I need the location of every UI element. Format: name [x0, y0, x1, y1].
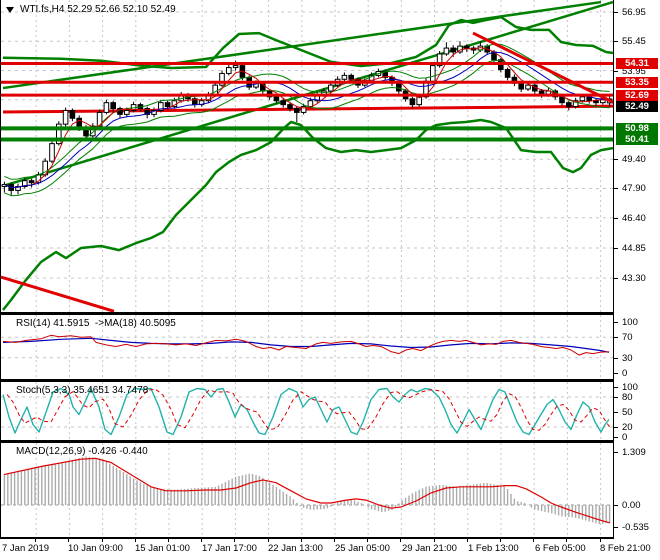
- macd-canvas: [1, 443, 614, 537]
- chart-title: WTI.fs,H4 52.29 52.66 52.10 52.49: [20, 4, 176, 15]
- stoch-axis-label: 20: [622, 422, 633, 433]
- rsi-axis-label: 70: [622, 332, 633, 344]
- time-tick: [35, 539, 37, 542]
- price-label: 44.85: [622, 242, 646, 254]
- time-tick: [400, 539, 402, 542]
- time-label: 22 Jan 13:00: [268, 543, 323, 554]
- time-tick: [101, 539, 103, 542]
- macd-axis-label: -0.535: [622, 521, 649, 533]
- axis-tick: [614, 373, 618, 374]
- rsi-axis-label: 0: [622, 368, 628, 379]
- time-label: 6 Feb 05:00: [535, 543, 586, 554]
- macd-axis-label: 1.309: [622, 446, 646, 458]
- price-label: 49.40: [622, 154, 646, 166]
- time-label: 25 Jan 05:00: [335, 543, 390, 554]
- axis-tick: [614, 188, 618, 190]
- stochastic-panel[interactable]: [0, 382, 614, 440]
- time-label: 8 Feb 21:00: [600, 543, 651, 554]
- time-tick: [334, 539, 335, 542]
- time-tick: [566, 539, 568, 542]
- time-tick: [267, 539, 269, 542]
- price-level-badge: 52.69: [616, 89, 658, 101]
- axis-tick: [614, 12, 618, 13]
- price-level-badge: 54.31: [616, 57, 658, 69]
- axis-tick: [614, 526, 618, 528]
- rsi-panel[interactable]: [0, 315, 614, 379]
- stoch-header: Stoch(5,3,3) 35.4651 34.7478: [16, 385, 149, 396]
- axis-tick: [614, 217, 618, 219]
- price-label: 53.95: [622, 65, 646, 77]
- macd-panel[interactable]: [0, 443, 614, 537]
- axis-tick: [614, 451, 618, 453]
- price-axis[interactable]: 56.95 55.45 53.95 49.40 47.90 46.40 44.85 43.30…: [613, 0, 660, 539]
- macd-axis-label: 0.00: [622, 500, 641, 511]
- panel-separator[interactable]: [0, 440, 660, 443]
- time-axis[interactable]: 7 Jan 2019 10 Jan 09:00 15 Jan 01:00 17 Jan…: [0, 539, 660, 560]
- time-label: 10 Jan 09:00: [68, 543, 123, 554]
- axis-tick: [614, 70, 618, 72]
- time-tick: [433, 539, 435, 542]
- time-label: 29 Jan 21:00: [402, 543, 457, 554]
- macd-header: MACD(12,26,9) -0.426 -0.440: [16, 446, 148, 457]
- axis-tick: [614, 387, 618, 388]
- time-tick: [500, 539, 501, 542]
- price-level-badge: 53.35: [616, 76, 658, 88]
- axis-tick: [614, 397, 618, 398]
- chart-title-row: WTI.fs,H4 52.29 52.66 52.10 52.49: [6, 4, 176, 15]
- axis-tick: [614, 437, 618, 438]
- time-tick: [599, 539, 601, 542]
- axis-tick: [614, 337, 618, 339]
- axis-tick: [614, 41, 618, 43]
- price-label: 46.40: [622, 212, 646, 224]
- time-tick: [300, 539, 302, 542]
- time-tick: [201, 539, 203, 542]
- price-label: 47.90: [622, 183, 646, 195]
- stoch-axis-label: 80: [622, 392, 633, 403]
- time-tick: [367, 539, 369, 542]
- time-tick: [168, 539, 169, 542]
- rsi-canvas: [1, 315, 614, 379]
- time-label: 1 Feb 13:00: [468, 543, 519, 554]
- time-tick: [533, 539, 535, 542]
- time-tick: [68, 539, 70, 542]
- axis-tick: [614, 322, 618, 323]
- axis-tick: [614, 247, 618, 249]
- time-label: 17 Jan 17:00: [202, 543, 257, 554]
- axis-tick: [614, 412, 618, 413]
- time-tick: [134, 539, 136, 542]
- price-label: 56.95: [622, 7, 646, 18]
- time-tick: [466, 539, 468, 542]
- price-chart-canvas: [1, 0, 614, 312]
- axis-tick: [614, 357, 618, 359]
- panel-separator[interactable]: [0, 312, 660, 315]
- rsi-axis-label: 100: [622, 317, 638, 328]
- rsi-axis-label: 30: [622, 352, 633, 364]
- stoch-axis-label: 0: [622, 432, 628, 443]
- symbol-dropdown-icon[interactable]: [6, 6, 14, 13]
- time-label: 15 Jan 01:00: [135, 543, 190, 554]
- time-tick: [234, 539, 236, 542]
- time-label: 7 Jan 2019: [2, 543, 50, 554]
- axis-tick: [614, 505, 618, 506]
- stoch-axis-label: 50: [622, 407, 633, 418]
- price-level-badge: 50.98: [616, 122, 658, 134]
- stoch-axis-label: 100: [622, 382, 638, 393]
- axis-tick: [614, 159, 618, 161]
- price-level-badge: 50.41: [616, 134, 658, 146]
- price-label: 55.45: [622, 36, 646, 48]
- stochastic-canvas: [1, 382, 614, 440]
- price-label: 43.30: [622, 273, 646, 285]
- panel-separator: [0, 537, 660, 539]
- rsi-header: RSI(14) 41.5915 ->MA(18) 40.5095: [16, 318, 176, 329]
- price-level-badge: 52.49: [616, 100, 658, 112]
- axis-tick: [614, 278, 618, 280]
- axis-tick: [614, 427, 618, 428]
- panel-separator[interactable]: [0, 379, 660, 382]
- main-chart-panel[interactable]: [0, 0, 614, 312]
